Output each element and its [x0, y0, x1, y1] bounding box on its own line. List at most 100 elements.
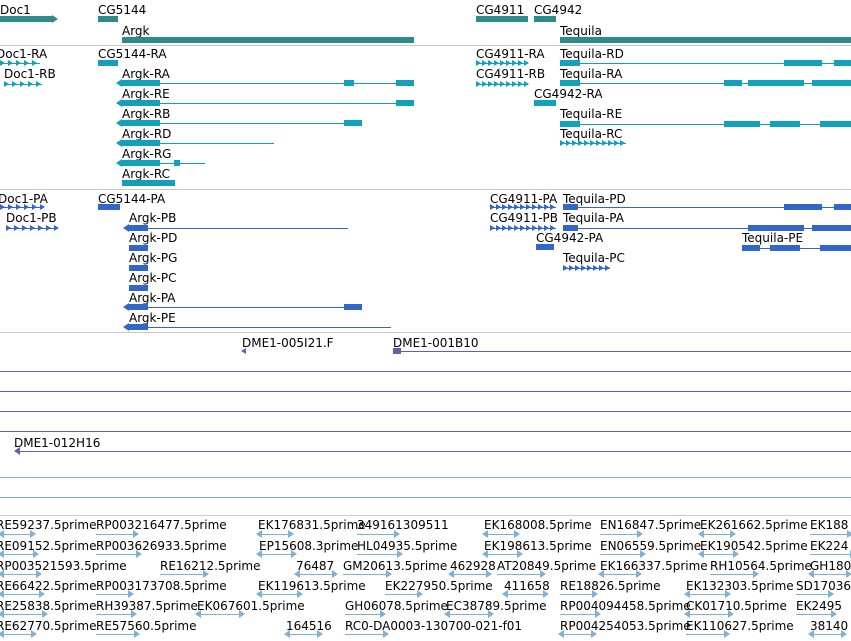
est-label-ek166337-5prime[interactable]: EK166337.5prime [600, 559, 708, 573]
transcript-label-tequila-rc[interactable]: Tequila-RC [560, 127, 623, 141]
gene-label-tequila[interactable]: Tequila [560, 24, 602, 38]
est-label-hl04935-5prime[interactable]: HL04935.5prime [357, 539, 458, 553]
est-arrow [397, 550, 403, 558]
gene-label-cg4942[interactable]: CG4942 [534, 3, 583, 17]
protein-label-doc1-pb[interactable]: Doc1-PB [6, 211, 57, 225]
est-arrow [684, 590, 690, 598]
est-label-ek190542-5prime[interactable]: EK190542.5prime [700, 539, 808, 553]
est-label-en06559-5prime[interactable]: EN06559.5prime [600, 539, 702, 553]
transcript-label-argk-rg[interactable]: Argk-RG [122, 147, 172, 161]
transcript-label-doc1-ra[interactable]: Doc1-RA [0, 47, 48, 61]
protein-label-tequila-pe[interactable]: Tequila-PE [742, 231, 804, 245]
protein-label-cg4942-pa[interactable]: CG4942-PA [536, 231, 604, 245]
est-alignment [600, 534, 637, 535]
est-label-ek188[interactable]: EK188 [810, 518, 849, 532]
est-label-ek119613-5prime[interactable]: EK119613.5prime [258, 579, 366, 593]
est-label-ek261662-5prime[interactable]: EK261662.5prime [700, 518, 808, 532]
protein-label-argk-pa[interactable]: Argk-PA [129, 291, 176, 305]
protein-label-argk-pc[interactable]: Argk-PC [129, 271, 177, 285]
protein-label-argk-pb[interactable]: Argk-PB [129, 211, 177, 225]
est-label-ek2495[interactable]: EK2495 [796, 599, 842, 613]
est-label-164516[interactable]: 164516 [286, 619, 332, 633]
transcript-label-argk-ra[interactable]: Argk-RA [122, 67, 170, 81]
est-label-at20849-5prime[interactable]: AT20849.5prime [497, 559, 597, 573]
clone-label-dme1-001b10[interactable]: DME1-001B10 [393, 336, 479, 350]
transcript-label-tequila-rd[interactable]: Tequila-RD [560, 47, 624, 61]
transcript-label-cg4942-ra[interactable]: CG4942-RA [534, 87, 603, 101]
protein-label-argk-pe[interactable]: Argk-PE [129, 311, 176, 325]
est-label-ek132303-5prime[interactable]: EK132303.5prime [686, 579, 794, 593]
gene-label-argk[interactable]: Argk [122, 24, 150, 38]
transcript-label-cg4911-ra[interactable]: CG4911-RA [476, 47, 545, 61]
est-label-349161309511[interactable]: 349161309511 [357, 518, 449, 532]
est-label-rh10564-5prime[interactable]: RH10564.5prime [710, 559, 812, 573]
est-label-rp004094458-5prime[interactable]: RP004094458.5prime [560, 599, 691, 613]
protein-label-cg4911-pa[interactable]: CG4911-PA [490, 192, 558, 206]
est-label-re25838-5prime[interactable]: RE25838.5prime [0, 599, 97, 613]
transcript-label-cg4911-rb[interactable]: CG4911-RB [476, 67, 546, 81]
protein-label-doc1-pa[interactable]: Doc1-PA [0, 192, 48, 206]
protein-label-tequila-pa[interactable]: Tequila-PA [563, 211, 624, 225]
transcript-label-cg5144-ra[interactable]: CG5144-RA [98, 47, 167, 61]
est-label-462928[interactable]: 462928 [450, 559, 496, 573]
protein-label-tequila-pc[interactable]: Tequila-PC [563, 251, 625, 265]
est-label-ec38789-5prime[interactable]: EC38789.5prime [446, 599, 547, 613]
protein-label-cg4911-pb[interactable]: CG4911-PB [490, 211, 559, 225]
est-track-line [0, 497, 851, 498]
est-label-gm20613-5prime[interactable]: GM20613.5prime [343, 559, 448, 573]
exon-chevron [506, 81, 511, 87]
protein-label-argk-pd[interactable]: Argk-PD [129, 231, 178, 245]
est-label-ek110627-5prime[interactable]: EK110627.5prime [686, 619, 794, 633]
est-label-re16212-5prime[interactable]: RE16212.5prime [160, 559, 261, 573]
gene-label-doc1[interactable]: Doc1 [0, 3, 31, 17]
est-arrow [486, 570, 492, 578]
est-label-re18826-5prime[interactable]: RE18826.5prime [560, 579, 661, 593]
transcript-label-argk-rc[interactable]: Argk-RC [122, 167, 170, 181]
clone-label-dme1-012h16[interactable]: DME1-012H16 [14, 436, 101, 450]
est-label-rp003216477-5prime[interactable]: RP003216477.5prime [96, 518, 227, 532]
est-arrow [725, 590, 731, 598]
est-label-re57560-5prime[interactable]: RE57560.5prime [96, 619, 197, 633]
est-label-76487[interactable]: 76487 [296, 559, 335, 573]
est-label-gh06078-5prime[interactable]: GH06078.5prime [345, 599, 448, 613]
gene-label-cg5144[interactable]: CG5144 [98, 3, 147, 17]
est-label-ck01710-5prime[interactable]: CK01710.5prime [686, 599, 787, 613]
est-label-411658[interactable]: 411658 [504, 579, 550, 593]
transcript-label-tequila-ra[interactable]: Tequila-RA [560, 67, 623, 81]
est-label-rp003521593-5prime[interactable]: RP003521593.5prime [0, 559, 127, 573]
protein-label-argk-pg[interactable]: Argk-PG [129, 251, 178, 265]
est-label-re09152-5prime[interactable]: RE09152.5prime [0, 539, 97, 553]
strand-arrow [116, 99, 122, 107]
est-label-ek168008-5prime[interactable]: EK168008.5prime [484, 518, 592, 532]
est-label-rc0-da0003-130700-021-f01[interactable]: RC0-DA0003-130700-021-f01 [345, 619, 523, 633]
est-label-ek176831-5prime[interactable]: EK176831.5prime [258, 518, 366, 532]
transcript-label-doc1-rb[interactable]: Doc1-RB [4, 67, 56, 81]
est-label-ek224[interactable]: EK224 [810, 539, 849, 553]
est-label-sd17036-5prime[interactable]: SD17036.5prime [796, 579, 851, 593]
est-label-ek227950-5prime[interactable]: EK227950.5prime [385, 579, 493, 593]
est-label-38140[interactable]: 38140 [810, 619, 849, 633]
exon-chevron [544, 204, 549, 210]
gene-label-cg4911[interactable]: CG4911 [476, 3, 525, 17]
transcript-label-tequila-re[interactable]: Tequila-RE [560, 107, 623, 121]
est-label-ep15608-3prime[interactable]: EP15608.3prime [259, 539, 359, 553]
transcript-label-argk-rb[interactable]: Argk-RB [122, 107, 171, 121]
protein-label-cg5144-pa[interactable]: CG5144-PA [98, 192, 166, 206]
transcript-label-argk-re[interactable]: Argk-RE [122, 87, 170, 101]
est-label-rp003173708-5prime[interactable]: RP003173708.5prime [96, 579, 227, 593]
est-label-en16847-5prime[interactable]: EN16847.5prime [600, 518, 702, 532]
est-label-re62770-5prime[interactable]: RE62770.5prime [0, 619, 97, 633]
est-label-ek198613-5prime[interactable]: EK198613.5prime [484, 539, 592, 553]
protein-label-tequila-pd[interactable]: Tequila-PD [563, 192, 626, 206]
est-label-ek067601-5prime[interactable]: EK067601.5prime [197, 599, 305, 613]
est-label-rh39387-5prime[interactable]: RH39387.5prime [96, 599, 198, 613]
exon-chevron [518, 60, 523, 66]
est-label-re59237-5prime[interactable]: RE59237.5prime [0, 518, 97, 532]
est-label-rp004254053-5prime[interactable]: RP004254053.5prime [560, 619, 691, 633]
est-label-rp003626933-5prime[interactable]: RP003626933.5prime [96, 539, 227, 553]
est-label-re66422-5prime[interactable]: RE66422.5prime [0, 579, 97, 593]
clone-label-dme1-005i21-f[interactable]: DME1-005I21.F [242, 336, 334, 350]
transcript-label-argk-rd[interactable]: Argk-RD [122, 127, 172, 141]
track-separator [0, 332, 851, 333]
est-label-gh180[interactable]: GH180 [810, 559, 851, 573]
